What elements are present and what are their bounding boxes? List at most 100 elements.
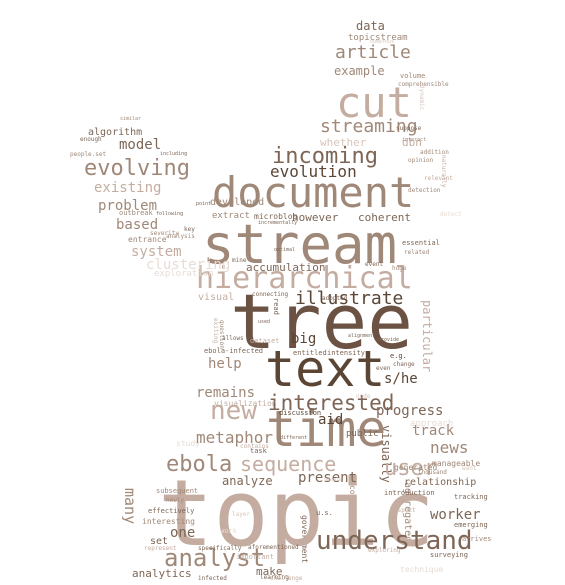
word-represent: represent — [144, 545, 177, 552]
word-analyst: analyst — [164, 544, 266, 572]
word-extract: extract — [212, 211, 250, 221]
word-mine: mine — [232, 257, 247, 264]
word-severity: severity — [150, 230, 179, 237]
word-alignment: alignment — [348, 333, 376, 339]
word-big: big — [291, 331, 317, 347]
word-adopted: adopted — [322, 295, 348, 302]
word-question: question — [218, 320, 225, 349]
word-exploring: exploring — [368, 547, 401, 554]
word-problem: problem — [98, 198, 158, 214]
word-particular: particular — [420, 300, 434, 373]
word-arrives: arrives — [462, 535, 492, 543]
word-eg: e.g. — [390, 352, 407, 360]
word-enough: enough — [80, 136, 102, 143]
word-used: used — [258, 319, 271, 325]
word-metaphor: metaphor — [196, 428, 274, 447]
word-numerous: numerous — [370, 39, 395, 45]
word-topic: topic — [158, 460, 435, 567]
word-key: key — [184, 226, 195, 233]
word-technique: technique — [400, 565, 444, 574]
word-essential: essential — [402, 239, 440, 247]
word-huge: huge — [392, 265, 407, 272]
word-dataset: dataset — [250, 337, 280, 345]
word-public: public — [346, 429, 379, 439]
word-contains: contains — [240, 443, 269, 450]
word-optimal: optimal — [274, 247, 296, 253]
word-evolving: evolving — [84, 156, 190, 181]
word-thousand: thousand — [418, 469, 447, 476]
word-task: task — [250, 447, 267, 455]
word-point: point — [196, 201, 212, 207]
word-many: many — [121, 488, 139, 525]
word-article: article — [335, 42, 411, 63]
word-newly: newly — [166, 497, 185, 504]
word-read: read — [272, 298, 280, 315]
word-study: study — [176, 439, 201, 448]
word-whether: whether — [320, 136, 367, 149]
word-provide: provide — [378, 337, 400, 343]
word-event: event — [365, 261, 384, 268]
word-intensity: intensity — [327, 349, 365, 357]
word-based: based — [116, 217, 159, 233]
word-help: help — [208, 356, 242, 372]
word-track: track — [412, 423, 455, 439]
word-visually: visually — [379, 425, 393, 483]
word-us: u.s. — [316, 509, 333, 517]
word-surveying: surveying — [430, 551, 468, 559]
word-important: important — [236, 553, 274, 561]
word-exploration: exploration — [154, 269, 214, 279]
word-opinion: opinion — [408, 157, 434, 164]
word-connecting: connecting — [252, 291, 289, 298]
word-challenge: challenge — [270, 575, 303, 582]
word-algorithm: algorithm — [88, 127, 143, 138]
word-interact: interact — [402, 137, 427, 143]
word-node: node — [356, 393, 371, 400]
word-hierarchical: hierarchical — [196, 261, 413, 296]
word-people-set: people.set — [70, 151, 107, 158]
word-aggregated: aggregated — [402, 482, 413, 543]
word-generated: generated — [394, 463, 438, 472]
word-user: user — [384, 456, 437, 481]
word-understand: understand — [316, 526, 473, 556]
word-developed: developed — [210, 197, 265, 208]
word-different: different — [280, 435, 308, 441]
word-analysis: analysis — [166, 233, 195, 240]
word-s-he: s/he — [384, 371, 418, 387]
word-exiting: exiting — [212, 318, 219, 344]
word-progress: progress — [376, 403, 444, 419]
word-analyze: analyze — [222, 474, 273, 488]
word-text: text — [265, 340, 386, 398]
word-suppose: suppose — [396, 125, 422, 132]
word-comprehensible: comprehensible — [398, 81, 449, 88]
word-following: following — [156, 211, 184, 217]
word-model: model — [119, 137, 162, 153]
word-dynamic: dynamic — [418, 85, 425, 111]
word-tree: tree — [230, 277, 414, 366]
word-illustrate: illustrate — [295, 288, 404, 309]
word-tracking: tracking — [454, 493, 488, 501]
word-change: change — [393, 361, 415, 368]
word-subsequent: subsequent — [156, 487, 199, 495]
word-dbn: dbn — [402, 136, 422, 149]
word-outbreak: outbreak — [119, 209, 153, 217]
word-evolution: evolution — [270, 162, 357, 181]
word-allows: allows — [222, 335, 244, 342]
word-incoming: incoming — [272, 144, 378, 169]
word-stream: stream — [202, 213, 398, 276]
word-specifically: specifically — [198, 545, 242, 552]
word-detection: detection — [408, 187, 441, 194]
word-time: time — [266, 400, 387, 458]
word-manageable: manageable — [432, 459, 481, 468]
word-data: data — [356, 19, 385, 33]
word-interested: interested — [268, 391, 395, 415]
word-addition: addition — [420, 149, 449, 156]
word-new: new — [210, 396, 257, 426]
word-aid: aid — [318, 412, 344, 428]
word-clustering: clustering — [146, 257, 231, 273]
word-relevant: relevant — [424, 175, 453, 182]
word-want: want — [462, 465, 477, 472]
word-set: set — [150, 536, 169, 547]
word-present: present — [298, 470, 358, 486]
word-incrementally: incrementally — [258, 220, 298, 226]
word-volume: volume — [400, 72, 426, 80]
